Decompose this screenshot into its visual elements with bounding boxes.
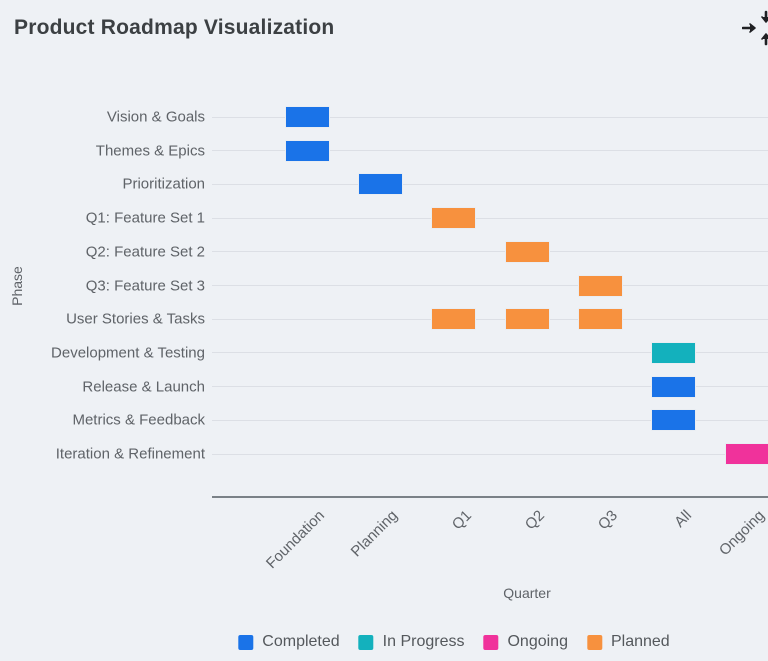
x-tick-label-planning: Planning (348, 507, 402, 561)
x-axis-title: Quarter (503, 585, 551, 601)
legend-swatch-in-progress (358, 634, 374, 650)
x-tick-label-q1: Q1 (448, 507, 475, 534)
x-tick-label-q2: Q2 (521, 507, 549, 534)
gantt-bar-metrics-feedback-all[interactable] (651, 409, 697, 432)
y-tick-label-vision-goals: Vision & Goals (106, 108, 205, 126)
gantt-bar-vision-goals-foundation[interactable] (284, 106, 330, 128)
gantt-bar-themes-epics-foundation[interactable] (284, 139, 330, 162)
y-gridline (212, 419, 768, 421)
gantt-bar-q1-feature-set-1-q1[interactable] (431, 207, 477, 230)
y-axis-title: Phase (9, 266, 25, 306)
y-tick-label-q3-feature-set-3: Q3: Feature Set 3 (85, 277, 205, 294)
x-tick-label-all: All (670, 507, 695, 531)
y-gridline (212, 251, 768, 253)
y-gridline (212, 318, 768, 320)
y-gridline (212, 453, 768, 455)
y-gridline (212, 183, 768, 185)
gantt-bar-release-launch-all[interactable] (651, 375, 697, 398)
y-gridline (212, 386, 768, 388)
y-gridline (212, 217, 768, 219)
legend-item-planned[interactable]: Planned (586, 633, 670, 651)
x-tick-label-foundation: Foundation (262, 507, 329, 573)
y-tick-label-themes-epics: Themes & Epics (95, 142, 205, 160)
collapse-arrows-icon-svg (742, 10, 768, 46)
gantt-bar-prioritization-planning[interactable] (357, 173, 403, 196)
collapse-arrows-icon[interactable] (742, 8, 768, 48)
page-title: Product Roadmap Visualization (14, 16, 335, 39)
gantt-bar-q3-feature-set-3-q3[interactable] (577, 274, 623, 297)
y-tick-label-q1-feature-set-1: Q1: Feature Set 1 (85, 209, 205, 227)
y-tick-label-user-stories-tasks: User Stories & Tasks (66, 310, 205, 328)
legend-swatch-planned (586, 634, 602, 650)
gantt-bar-user-stories-tasks-q2[interactable] (504, 308, 550, 331)
y-tick-label-release-launch: Release & Launch (82, 378, 205, 396)
y-gridline (212, 116, 768, 118)
legend-label-completed: Completed (262, 633, 340, 650)
legend-swatch-ongoing (483, 634, 499, 650)
y-tick-label-metrics-feedback: Metrics & Feedback (72, 411, 205, 429)
legend-item-in-progress[interactable]: In Progress (358, 633, 465, 651)
legend-swatch-completed (238, 634, 254, 650)
x-tick-label-ongoing: Ongoing (715, 507, 768, 560)
gantt-bar-q2-feature-set-2-q2[interactable] (504, 240, 550, 263)
gantt-bar-development-testing-all[interactable] (651, 341, 697, 364)
y-tick-label-q2-feature-set-2: Q2: Feature Set 2 (85, 243, 205, 261)
y-gridline (212, 150, 768, 152)
y-tick-label-iteration-refinement: Iteration & Refinement (55, 445, 205, 463)
legend-label-in-progress: In Progress (382, 633, 465, 650)
y-tick-label-development-testing: Development & Testing (51, 344, 205, 362)
legend-item-completed[interactable]: Completed (238, 633, 340, 651)
y-gridline (212, 285, 768, 286)
y-tick-label-prioritization: Prioritization (122, 175, 205, 193)
x-tick-label-q3: Q3 (595, 507, 622, 534)
legend-label-ongoing: Ongoing (507, 633, 568, 650)
gantt-bar-user-stories-tasks-q1[interactable] (431, 308, 477, 331)
legend-item-ongoing[interactable]: Ongoing (483, 633, 568, 651)
legend-label-planned: Planned (610, 633, 670, 650)
y-gridline (212, 352, 768, 354)
x-axis-line (212, 496, 768, 498)
gantt-bar-iteration-refinement-ongoing[interactable] (724, 443, 768, 465)
chart-legend: Completed In Progress Ongoing Planned (238, 633, 670, 651)
gantt-bar-user-stories-tasks-q3[interactable] (577, 308, 623, 331)
